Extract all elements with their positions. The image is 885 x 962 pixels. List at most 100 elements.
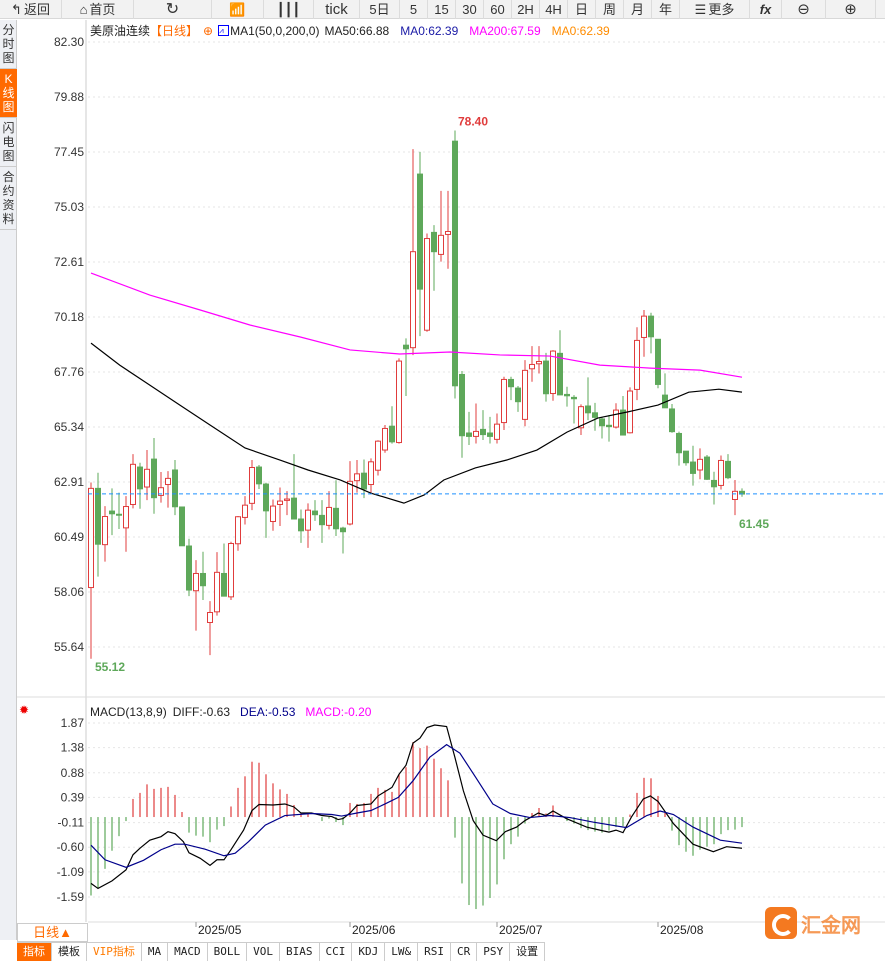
macd-settings-icon[interactable]: ✹ [19, 703, 30, 717]
period-5day[interactable]: 5日 [360, 0, 400, 19]
candle-up [270, 505, 276, 523]
zoom-out-button[interactable]: ⊖ [782, 0, 826, 19]
tab-vol[interactable]: VOL [247, 943, 280, 961]
sidebar-tab-timeshare[interactable]: 分时图 [0, 20, 17, 69]
candle-down [515, 387, 521, 403]
candle-down [669, 408, 675, 433]
candle-down [480, 428, 486, 436]
home-button[interactable]: ⌂ 首页 [62, 0, 134, 19]
candle-up [88, 487, 94, 589]
candle-down [683, 450, 689, 464]
formula-button[interactable]: fx [750, 0, 782, 19]
price-tick-label: 60.49 [54, 530, 84, 544]
candlestick-icon: ┃┃┃ [276, 2, 301, 17]
sidebar-tab-kline[interactable]: K线图 [0, 69, 17, 118]
chart-type-button[interactable]: 📶 [212, 0, 264, 19]
tab-vip-indicator[interactable]: VIP指标 [87, 943, 142, 961]
tab-macd[interactable]: MACD [168, 943, 208, 961]
candle-down [557, 352, 563, 396]
indicator-name: MA1(50,0,200,0) [230, 23, 320, 38]
back-button[interactable]: ↰ 返回 [0, 0, 62, 19]
candle-up [536, 361, 542, 365]
candle-down [172, 469, 178, 508]
candle-up [305, 509, 311, 531]
candle-up [641, 315, 647, 338]
candle-down [116, 513, 122, 516]
period-month[interactable]: 月 [624, 0, 652, 19]
period-2h[interactable]: 2H [512, 0, 540, 19]
tab-lw[interactable]: LW& [385, 943, 419, 961]
period-day[interactable]: 日 [568, 0, 596, 19]
candle-up [697, 458, 703, 471]
tab-template[interactable]: 模板 [52, 943, 87, 961]
period-4h[interactable]: 4H [540, 0, 568, 19]
period-selector[interactable]: 日线▲ [17, 923, 88, 942]
candle-down [403, 344, 409, 350]
settings-icon[interactable]: ⊕ [203, 23, 214, 38]
tick-button[interactable]: tick [314, 0, 360, 19]
candle-up [529, 363, 535, 370]
period-30min[interactable]: 30 [456, 0, 484, 19]
tab-rsi[interactable]: RSI [418, 943, 451, 961]
tab-cr[interactable]: CR [451, 943, 478, 961]
recent-low-label: 61.45 [739, 517, 769, 531]
logo-text: 汇金网 [801, 914, 861, 937]
tab-indicator[interactable]: 指标 [17, 943, 52, 961]
tab-cci[interactable]: CCI [320, 943, 353, 961]
ma0b-value: MA0:62.39 [551, 23, 610, 38]
period-label: 【日线】 [150, 24, 199, 38]
candle-up [354, 473, 360, 482]
candle-down [571, 396, 577, 400]
period-week[interactable]: 周 [596, 0, 624, 19]
logo-mark-icon [765, 907, 797, 939]
sidebar-tab-flash[interactable]: 闪电图 [0, 118, 17, 167]
candle-down [606, 424, 612, 428]
symbol-name: 美原油连续 [90, 24, 151, 38]
period-5min[interactable]: 5 [400, 0, 428, 19]
candle-down [221, 572, 227, 597]
candle-up [396, 360, 402, 444]
zoom-in-button[interactable]: ⊕ [826, 0, 876, 19]
candle-down [452, 140, 458, 387]
candle-up [214, 571, 220, 613]
tab-ma[interactable]: MA [142, 943, 169, 961]
x-tick-label: 2025/05 [198, 923, 242, 937]
candle-down [137, 466, 143, 490]
period-15min[interactable]: 15 [428, 0, 456, 19]
tab-settings[interactable]: 设置 [510, 943, 546, 961]
ma200-line [90, 272, 743, 378]
tab-psy[interactable]: PSY [477, 943, 511, 961]
refresh-icon: ↻ [165, 1, 180, 18]
candle-down [564, 393, 570, 397]
macd-tick-label: 1.87 [61, 716, 85, 730]
sidebar-tab-contract-info[interactable]: 合约资料 [0, 167, 17, 230]
period-year[interactable]: 年 [652, 0, 680, 19]
ma0-value: MA0:62.39 [400, 23, 459, 38]
candle-up [193, 572, 199, 592]
tab-boll[interactable]: BOLL [208, 943, 248, 961]
candle-type-button[interactable]: ┃┃┃ [264, 0, 314, 19]
candle-up [144, 468, 150, 488]
x-tick-label: 2025/06 [352, 923, 396, 937]
candle-down [298, 518, 304, 532]
indicator-icon[interactable]: ⩘ [218, 25, 230, 36]
tab-kdj[interactable]: KDJ [352, 943, 386, 961]
macd-tick-label: 0.39 [61, 790, 85, 804]
macd-tick-label: -0.11 [58, 816, 85, 830]
tab-bias[interactable]: BIAS [280, 943, 320, 961]
candle-down [620, 409, 626, 436]
dea-value: DEA:-0.53 [240, 705, 296, 719]
macd-tick-label: -1.09 [57, 865, 85, 879]
price-tick-label: 62.91 [54, 475, 84, 489]
candle-up [424, 238, 430, 331]
candle-up [438, 234, 444, 255]
candle-down [200, 572, 206, 587]
more-button[interactable]: ☰ 更多 [680, 0, 750, 19]
period-60min[interactable]: 60 [484, 0, 512, 19]
home-icon: ⌂ [79, 2, 88, 17]
price-tick-label: 77.45 [54, 145, 84, 159]
candle-down [690, 461, 696, 474]
candle-up [347, 480, 353, 525]
refresh-button[interactable]: ↻ [134, 0, 212, 19]
